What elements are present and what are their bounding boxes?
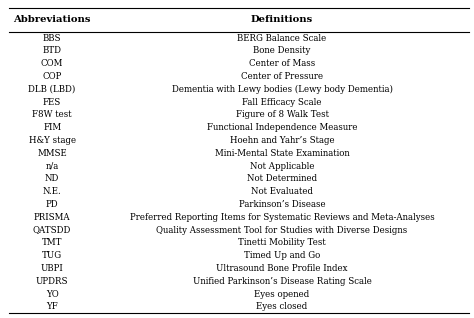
Text: Unified Parkinson’s Disease Rating Scale: Unified Parkinson’s Disease Rating Scale bbox=[192, 277, 372, 286]
Text: Hoehn and Yahr’s Stage: Hoehn and Yahr’s Stage bbox=[230, 136, 334, 145]
Text: Center of Mass: Center of Mass bbox=[249, 59, 315, 68]
Text: BTD: BTD bbox=[43, 46, 62, 55]
Text: COM: COM bbox=[41, 59, 64, 68]
Text: Definitions: Definitions bbox=[251, 15, 313, 24]
Text: FES: FES bbox=[43, 98, 61, 107]
Text: COP: COP bbox=[43, 72, 62, 81]
Text: Center of Pressure: Center of Pressure bbox=[241, 72, 323, 81]
Text: BERG Balance Scale: BERG Balance Scale bbox=[237, 34, 327, 43]
Text: Quality Assessment Tool for Studies with Diverse Designs: Quality Assessment Tool for Studies with… bbox=[156, 225, 408, 235]
Text: Tinetti Mobility Test: Tinetti Mobility Test bbox=[238, 238, 326, 247]
Text: Dementia with Lewy bodies (Lewy body Dementia): Dementia with Lewy bodies (Lewy body Dem… bbox=[172, 85, 392, 94]
Text: ND: ND bbox=[45, 174, 59, 183]
Text: TMT: TMT bbox=[42, 238, 63, 247]
Text: YF: YF bbox=[46, 302, 58, 311]
Text: DLB (LBD): DLB (LBD) bbox=[28, 85, 76, 94]
Text: Fall Efficacy Scale: Fall Efficacy Scale bbox=[242, 98, 322, 107]
Text: BBS: BBS bbox=[43, 34, 62, 43]
Text: Bone Density: Bone Density bbox=[253, 46, 311, 55]
Text: Eyes closed: Eyes closed bbox=[256, 302, 308, 311]
Text: n/a: n/a bbox=[46, 162, 59, 171]
Text: Ultrasound Bone Profile Index: Ultrasound Bone Profile Index bbox=[216, 264, 348, 273]
Text: QATSDD: QATSDD bbox=[33, 225, 71, 235]
Text: Parkinson’s Disease: Parkinson’s Disease bbox=[239, 200, 325, 209]
Text: UPDRS: UPDRS bbox=[36, 277, 68, 286]
Text: Timed Up and Go: Timed Up and Go bbox=[244, 251, 320, 260]
Text: Eyes opened: Eyes opened bbox=[255, 290, 310, 299]
Text: Figure of 8 Walk Test: Figure of 8 Walk Test bbox=[236, 110, 328, 120]
Text: UBPI: UBPI bbox=[41, 264, 64, 273]
Text: MMSE: MMSE bbox=[37, 149, 67, 158]
Text: PRISMA: PRISMA bbox=[34, 213, 71, 222]
Text: FIM: FIM bbox=[43, 123, 61, 132]
Text: Abbreviations: Abbreviations bbox=[13, 15, 91, 24]
Text: Functional Independence Measure: Functional Independence Measure bbox=[207, 123, 357, 132]
Text: YO: YO bbox=[46, 290, 58, 299]
Text: N.E.: N.E. bbox=[43, 187, 62, 196]
Text: H&Y stage: H&Y stage bbox=[28, 136, 76, 145]
Text: TUG: TUG bbox=[42, 251, 62, 260]
Text: Not Evaluated: Not Evaluated bbox=[251, 187, 313, 196]
Text: Not Applicable: Not Applicable bbox=[250, 162, 314, 171]
Text: F8W test: F8W test bbox=[32, 110, 72, 120]
Text: Mini-Mental State Examination: Mini-Mental State Examination bbox=[215, 149, 349, 158]
Text: PD: PD bbox=[46, 200, 58, 209]
Text: Preferred Reporting Items for Systematic Reviews and Meta-Analyses: Preferred Reporting Items for Systematic… bbox=[130, 213, 434, 222]
Text: Not Determined: Not Determined bbox=[247, 174, 317, 183]
